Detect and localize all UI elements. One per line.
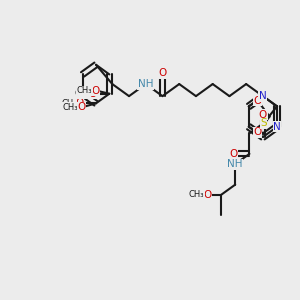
Text: O: O [254,128,262,137]
Text: O: O [89,89,97,99]
Text: CH₃: CH₃ [61,99,77,108]
Text: CH₃: CH₃ [62,103,78,112]
Text: O: O [76,98,84,108]
Text: N: N [259,91,267,101]
Text: O: O [158,68,166,78]
Text: O: O [91,86,100,96]
Text: O: O [254,96,262,106]
Text: O: O [77,102,85,112]
Text: NH: NH [138,79,154,89]
Text: NH: NH [227,159,243,169]
Text: N: N [273,122,281,132]
Text: O: O [229,149,237,159]
Text: O: O [259,110,267,120]
Text: O: O [203,190,212,200]
Text: CH₃: CH₃ [76,86,92,95]
Text: S: S [260,118,267,128]
Text: CH₃: CH₃ [75,89,90,98]
Text: CH₃: CH₃ [189,190,204,200]
